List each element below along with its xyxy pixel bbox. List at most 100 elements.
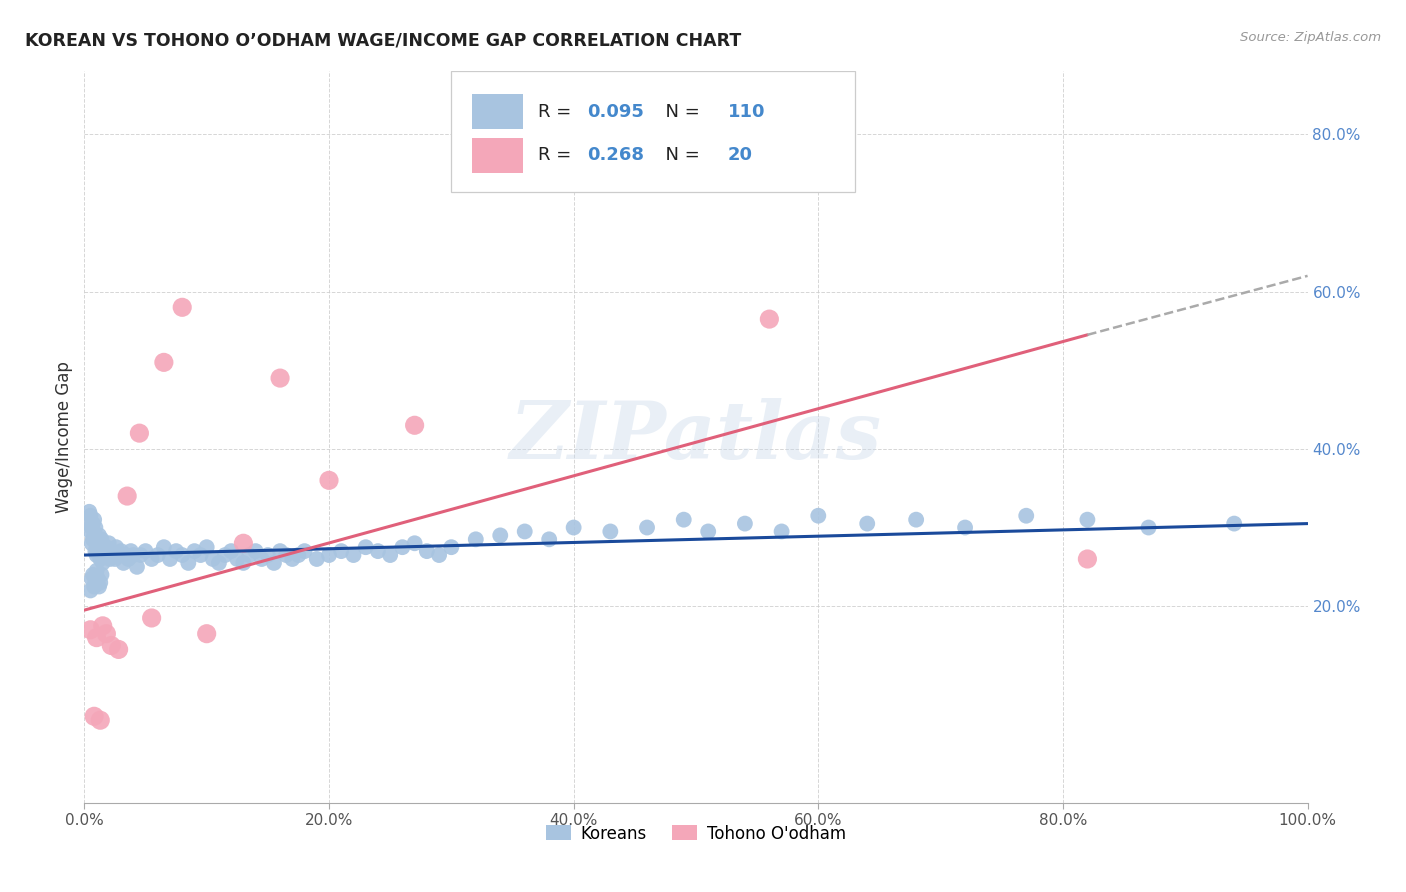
Point (100, 544, 122, 558)
Point (80, 572, 103, 586)
Point (82, 567, 104, 582)
Point (172, 301, 194, 315)
Point (153, 355, 176, 369)
Point (83, 528, 105, 542)
Point (84, 520, 107, 534)
Point (1076, 552, 1098, 566)
Point (599, 524, 621, 539)
Point (562, 520, 585, 534)
Point (83, 513, 105, 527)
Point (141, 611, 163, 625)
FancyBboxPatch shape (451, 71, 855, 192)
Text: R =: R = (538, 103, 578, 120)
Point (201, 552, 224, 566)
Point (281, 552, 304, 566)
Point (129, 548, 152, 562)
Point (90, 548, 112, 562)
Point (89, 575, 111, 590)
Legend: Koreans, Tohono O'odham: Koreans, Tohono O'odham (538, 818, 853, 849)
Point (464, 533, 486, 547)
Point (489, 528, 512, 542)
Point (115, 489, 138, 503)
Point (404, 536, 426, 550)
Point (91, 556, 114, 570)
Point (96, 540, 118, 554)
Point (294, 544, 316, 558)
Point (165, 544, 187, 558)
Point (257, 548, 280, 562)
Text: 0.095: 0.095 (588, 103, 644, 120)
Point (636, 520, 658, 534)
Point (232, 556, 254, 570)
Point (80, 520, 103, 534)
Point (190, 548, 212, 562)
Point (86, 564, 108, 578)
Point (100, 639, 122, 653)
Point (226, 552, 249, 566)
Point (1015, 508, 1038, 523)
Point (214, 548, 236, 562)
Point (86, 631, 108, 645)
Point (91, 619, 114, 633)
Point (83, 580, 105, 594)
Point (120, 544, 142, 558)
Point (276, 548, 298, 562)
Point (367, 544, 389, 558)
Point (122, 548, 145, 562)
Text: 20: 20 (728, 146, 752, 164)
Point (318, 548, 340, 562)
Point (117, 552, 139, 566)
Y-axis label: Wage/Income Gap: Wage/Income Gap (55, 361, 73, 513)
Point (440, 540, 463, 554)
Point (135, 544, 157, 558)
Point (87, 528, 110, 542)
Text: KOREAN VS TOHONO O’ODHAM WAGE/INCOME GAP CORRELATION CHART: KOREAN VS TOHONO O’ODHAM WAGE/INCOME GAP… (25, 31, 741, 49)
Text: N =: N = (654, 146, 706, 164)
Point (1076, 513, 1098, 527)
Point (87, 544, 110, 558)
Point (391, 540, 413, 554)
Point (77, 505, 100, 519)
Point (110, 544, 132, 558)
Point (86, 548, 108, 562)
Point (208, 556, 231, 570)
Point (83, 709, 105, 723)
Point (342, 548, 364, 562)
Point (79, 583, 101, 598)
Text: ZIPatlas: ZIPatlas (510, 399, 882, 475)
Point (82, 533, 104, 547)
FancyBboxPatch shape (472, 138, 523, 173)
Point (318, 473, 340, 487)
Text: N =: N = (654, 103, 706, 120)
Point (128, 426, 150, 441)
Point (354, 540, 377, 554)
Text: Source: ZipAtlas.com: Source: ZipAtlas.com (1240, 31, 1381, 45)
Point (87, 572, 110, 586)
Point (104, 552, 127, 566)
Point (94, 544, 117, 558)
Point (159, 552, 181, 566)
Point (238, 548, 260, 562)
Point (87, 540, 110, 554)
Point (287, 548, 309, 562)
Point (105, 540, 128, 554)
Point (146, 548, 169, 562)
Point (96, 626, 118, 640)
Point (98, 552, 121, 566)
Point (153, 540, 176, 554)
Point (79, 623, 101, 637)
Point (195, 540, 218, 554)
Point (1223, 516, 1246, 531)
Point (380, 548, 402, 562)
Point (77, 513, 100, 527)
Point (856, 516, 879, 531)
Text: 110: 110 (728, 103, 765, 120)
Point (80, 536, 103, 550)
Point (427, 548, 450, 562)
Point (115, 548, 138, 562)
Point (93, 548, 115, 562)
Point (97, 536, 120, 550)
Point (734, 516, 756, 531)
Point (125, 559, 148, 574)
Point (89, 536, 111, 550)
